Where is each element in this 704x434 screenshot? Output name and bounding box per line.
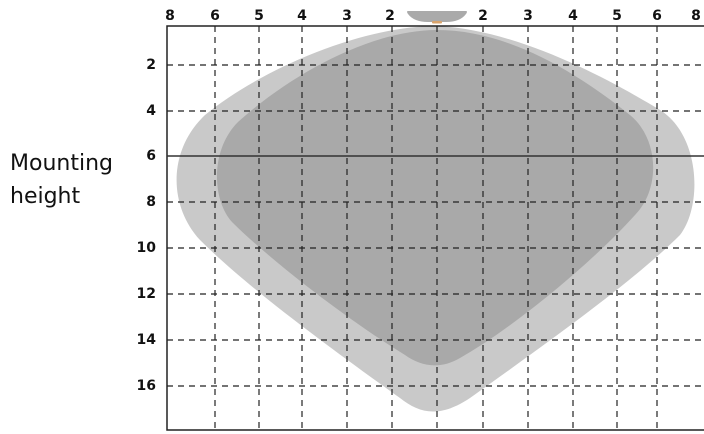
top-axis-label: 4 [568,8,578,24]
top-axis-label: 8 [165,8,175,24]
left-axis-label: 10 [137,240,157,256]
left-axis-label: 16 [137,378,156,394]
left-axis-labels: 2 4 6 8 10 12 14 16 [137,57,157,394]
sensor-fixture [407,11,467,24]
left-axis-label: 14 [137,332,157,348]
top-axis-label: 2 [385,8,395,24]
top-axis-label: 6 [652,8,662,24]
top-axis-label: 3 [523,8,533,24]
mounting-height-label-line2: height [10,184,80,209]
left-axis-label: 6 [146,148,156,164]
top-axis-label: 4 [297,8,307,24]
top-axis-label: 6 [210,8,220,24]
left-axis-label: 2 [146,57,156,73]
left-axis-label: 8 [146,194,156,210]
grid [167,26,704,430]
inner-coverage-zone [216,30,654,366]
plot-frame [166,25,704,431]
mounting-height-label-line1: Mounting [10,151,113,176]
top-axis-label: 2 [478,8,488,24]
top-axis-labels: 8 6 5 4 3 2 2 3 4 5 6 8 [165,8,701,24]
top-axis-label: 5 [612,8,622,24]
top-axis-label: 3 [342,8,352,24]
top-axis-label: 5 [254,8,264,24]
fixture-body [407,11,467,22]
fixture-accent [432,21,442,24]
left-axis-label: 12 [137,286,156,302]
top-axis-label: 8 [691,8,701,24]
left-axis-label: 4 [146,103,156,119]
